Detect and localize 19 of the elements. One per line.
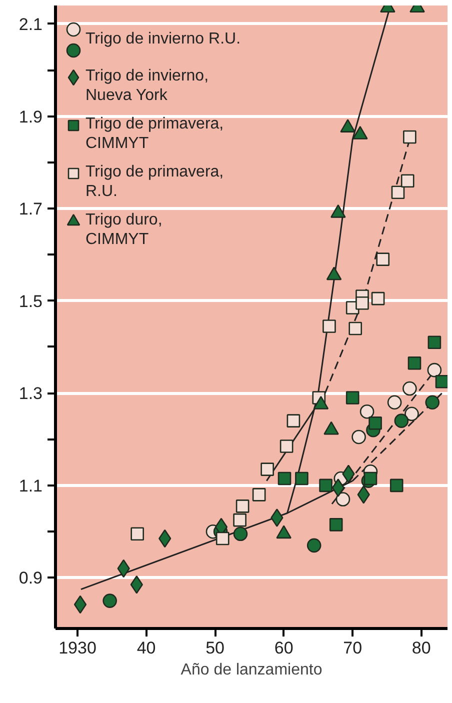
x-tick-label: 1930	[58, 638, 96, 658]
legend-label: Trigo de invierno, Nueva York	[86, 68, 209, 104]
legend-label: Trigo de primavera, CIMMYT	[86, 116, 224, 152]
x-tick-label: 40	[136, 638, 156, 658]
legend-label: Trigo de primavera, R.U.	[86, 164, 224, 200]
y-tick-label: 2.1	[18, 14, 43, 34]
y-tick-label: 0.9	[18, 568, 43, 588]
x-tick-label: 50	[206, 638, 225, 658]
x-tick-label: 70	[343, 638, 362, 658]
y-tick-label: 1.1	[18, 476, 43, 496]
y-tick-label: 1.7	[18, 200, 43, 219]
y-tick-label: 1.9	[18, 107, 43, 126]
x-axis-title: Año de lanzamiento	[180, 662, 322, 678]
legend-label: Trigo de invierno R.U.	[86, 30, 241, 48]
x-tick-label: 80	[412, 638, 431, 658]
y-tick-label: 1.3	[18, 384, 43, 404]
x-tick-label: 60	[274, 638, 294, 658]
legend-label: Trigo duro, CIMMYT	[86, 212, 162, 248]
y-tick-label: 1.5	[18, 292, 43, 311]
